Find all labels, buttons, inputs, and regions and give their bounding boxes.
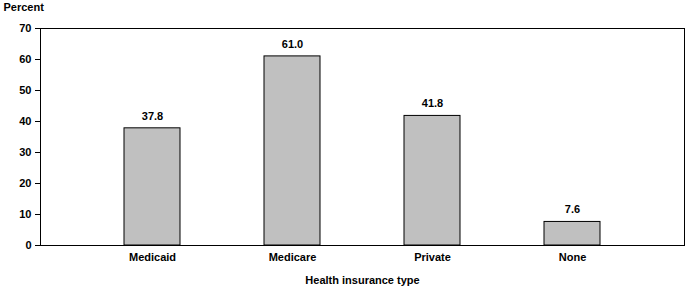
svg-text:7.6: 7.6 [565, 203, 580, 215]
svg-text:Health insurance type: Health insurance type [305, 274, 419, 286]
svg-text:20: 20 [19, 177, 31, 189]
svg-text:Percent: Percent [4, 1, 45, 13]
svg-text:Medicaid: Medicaid [129, 251, 176, 263]
svg-text:None: None [559, 251, 587, 263]
svg-text:50: 50 [19, 84, 31, 96]
svg-text:0: 0 [25, 239, 31, 251]
svg-text:41.8: 41.8 [422, 97, 443, 109]
svg-text:40: 40 [19, 115, 31, 127]
svg-text:Private: Private [414, 251, 451, 263]
svg-text:Medicare: Medicare [269, 251, 317, 263]
svg-text:60: 60 [19, 53, 31, 65]
svg-text:61.0: 61.0 [282, 38, 303, 50]
svg-text:37.8: 37.8 [142, 110, 163, 122]
svg-text:70: 70 [19, 22, 31, 34]
svg-text:30: 30 [19, 146, 31, 158]
svg-text:10: 10 [19, 208, 31, 220]
